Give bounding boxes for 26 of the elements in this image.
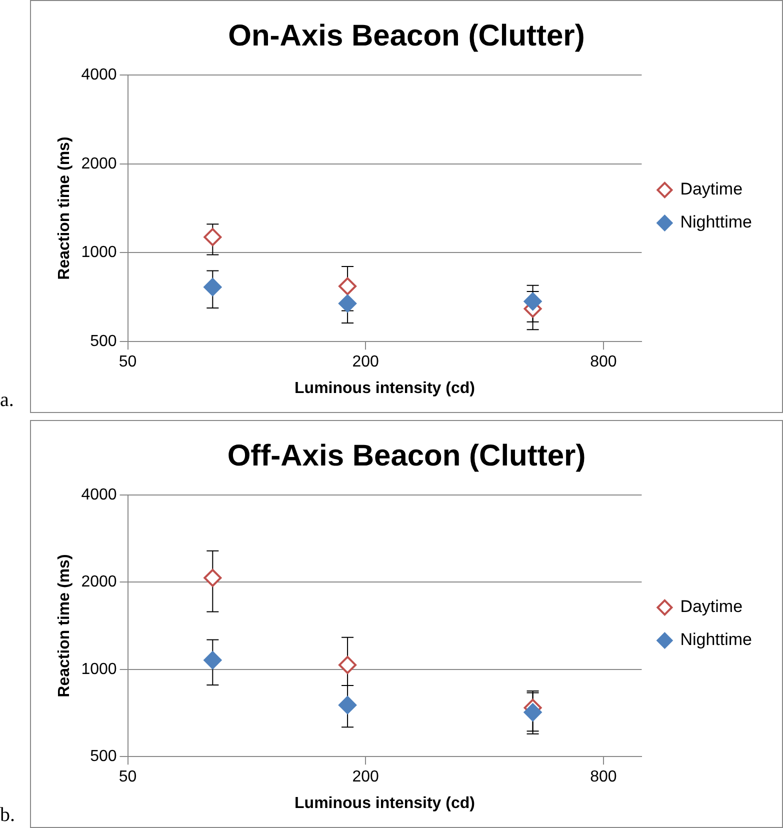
chart-title: Off-Axis Beacon (Clutter) — [227, 439, 586, 472]
text: b. — [0, 804, 15, 827]
y-tick-label: 4000 — [81, 66, 117, 84]
y-tick-label: 500 — [90, 748, 117, 766]
y-axis-title: Reaction time (ms) — [56, 136, 74, 280]
y-axis-title: Reaction time (ms) — [56, 554, 74, 698]
legend-label: Nighttime — [680, 630, 752, 650]
text: a. — [0, 389, 14, 412]
x-tick-label: 50 — [118, 768, 137, 786]
legend-label: Nighttime — [680, 212, 752, 232]
x-tick-label: 800 — [590, 354, 617, 371]
y-tick-label: 4000 — [81, 486, 117, 504]
x-axis-title: Luminous intensity (cd) — [294, 380, 475, 397]
chart-title: On-Axis Beacon (Clutter) — [228, 19, 585, 52]
y-tick-label: 1000 — [81, 660, 117, 678]
y-tick-label: 1000 — [81, 244, 117, 262]
legend-label: Daytime — [680, 597, 743, 616]
legend-label: Daytime — [680, 180, 743, 199]
x-tick-label: 200 — [352, 768, 380, 786]
x-axis-title: Luminous intensity (cd) — [294, 794, 475, 812]
y-tick-label: 500 — [90, 333, 117, 350]
x-tick-label: 800 — [590, 768, 617, 786]
x-tick-label: 50 — [118, 354, 137, 371]
y-tick-label: 2000 — [81, 155, 117, 172]
y-tick-label: 2000 — [81, 574, 117, 591]
x-tick-label: 200 — [352, 354, 380, 371]
